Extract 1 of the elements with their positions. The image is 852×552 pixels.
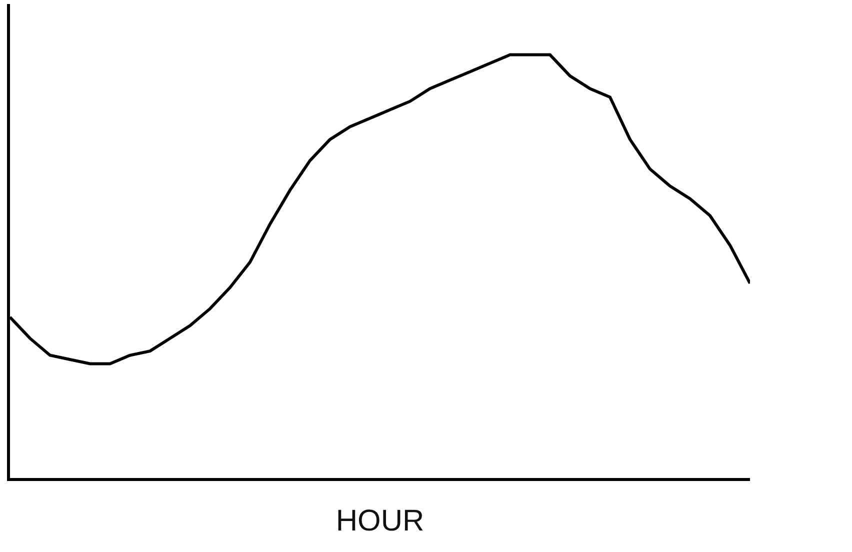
x-axis-title: HOUR <box>336 504 424 538</box>
